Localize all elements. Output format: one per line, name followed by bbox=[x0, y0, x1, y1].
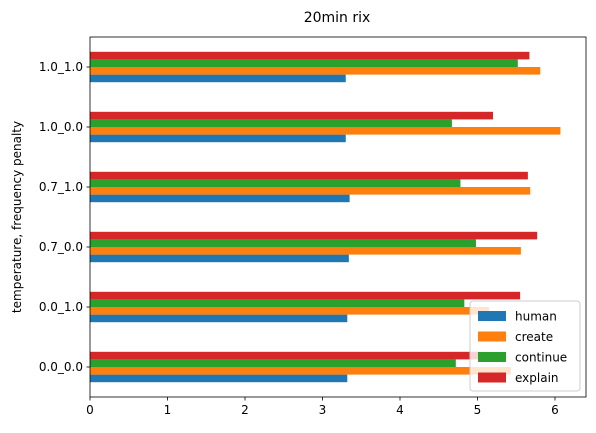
legend-label-create: create bbox=[515, 330, 553, 344]
bar-create-0.7_0.0 bbox=[90, 247, 521, 255]
legend-label-human: human bbox=[515, 310, 557, 324]
legend: human create continue explain bbox=[469, 300, 581, 392]
x-tick-label: 2 bbox=[241, 403, 249, 417]
x-tick-label: 3 bbox=[319, 403, 327, 417]
bar-human-0.0_0.0 bbox=[90, 374, 348, 383]
bar-create-0.0_1.0 bbox=[90, 307, 490, 315]
bar-human-0.0_1.0 bbox=[90, 314, 348, 323]
bar-create-1.0_0.0 bbox=[90, 127, 561, 135]
legend-label-continue: continue bbox=[515, 351, 567, 365]
bar-continue-0.7_0.0 bbox=[90, 239, 476, 247]
y-tick-label: 1.0_1.0 bbox=[39, 60, 83, 74]
y-tick-label: 0.7_0.0 bbox=[39, 240, 83, 254]
x-tick-label: 0 bbox=[86, 403, 94, 417]
bar-explain-0.7_0.0 bbox=[90, 231, 538, 240]
legend-label-explain: explain bbox=[515, 371, 559, 385]
bar-continue-0.7_1.0 bbox=[90, 179, 461, 187]
y-axis-label: temperature, frequency penalty bbox=[10, 121, 24, 313]
bar-create-0.7_1.0 bbox=[90, 187, 531, 195]
bar-explain-0.0_0.0 bbox=[90, 351, 490, 360]
bar-explain-1.0_0.0 bbox=[90, 111, 493, 120]
bar-human-0.7_0.0 bbox=[90, 254, 349, 263]
bar-human-0.7_1.0 bbox=[90, 194, 350, 203]
y-tick-label: 0.0_1.0 bbox=[39, 300, 83, 314]
bar-create-1.0_1.0 bbox=[90, 67, 541, 75]
y-tick-label: 0.0_0.0 bbox=[39, 360, 83, 374]
x-tick-label: 6 bbox=[551, 403, 559, 417]
legend-swatch-human bbox=[478, 311, 506, 321]
bar-human-1.0_1.0 bbox=[90, 74, 346, 83]
axes-group: 0 1 2 3 4 5 6 0.0_0.0 0.0_1.0 0.7_0.0 0.7_1.0 1.0_0… bbox=[39, 36, 587, 417]
bar-continue-0.0_1.0 bbox=[90, 299, 465, 307]
bar-continue-1.0_1.0 bbox=[90, 59, 518, 67]
plot-frame bbox=[89, 36, 587, 398]
bar-explain-1.0_1.0 bbox=[90, 51, 530, 60]
y-tick-label: 1.0_0.0 bbox=[39, 120, 83, 134]
y-tick-label: 0.7_1.0 bbox=[39, 180, 83, 194]
bar-continue-1.0_0.0 bbox=[90, 119, 452, 127]
bar-human-1.0_0.0 bbox=[90, 134, 346, 143]
bar-explain-0.7_1.0 bbox=[90, 171, 528, 180]
x-tick-label: 5 bbox=[474, 403, 482, 417]
bar-continue-0.0_0.0 bbox=[90, 359, 456, 367]
bar-create-0.0_0.0 bbox=[90, 367, 511, 375]
bars-group bbox=[90, 51, 561, 383]
chart-title: 20min rix bbox=[304, 10, 371, 26]
legend-swatch-continue bbox=[478, 352, 506, 362]
bar-explain-0.0_1.0 bbox=[90, 291, 521, 300]
legend-swatch-explain bbox=[478, 372, 506, 383]
x-tick-label: 4 bbox=[396, 403, 404, 417]
legend-box bbox=[469, 300, 581, 392]
x-tick-label: 1 bbox=[164, 403, 172, 417]
legend-swatch-create bbox=[478, 331, 506, 342]
